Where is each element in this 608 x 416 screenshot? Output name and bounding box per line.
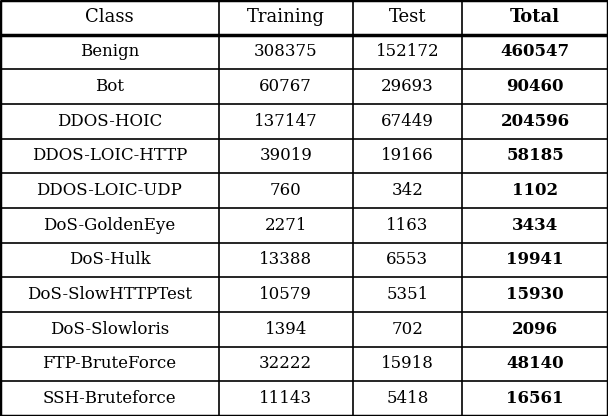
Text: 19941: 19941 <box>506 252 564 268</box>
Text: 39019: 39019 <box>260 148 312 164</box>
Text: 1102: 1102 <box>512 182 558 199</box>
Text: 137147: 137147 <box>254 113 317 130</box>
Text: 6553: 6553 <box>386 252 429 268</box>
Text: DoS-GoldenEye: DoS-GoldenEye <box>43 217 176 234</box>
Text: 67449: 67449 <box>381 113 434 130</box>
Text: 204596: 204596 <box>500 113 570 130</box>
Text: DDOS-LOIC-HTTP: DDOS-LOIC-HTTP <box>32 148 187 164</box>
Text: SSH-Bruteforce: SSH-Bruteforce <box>43 390 176 407</box>
Text: DDOS-LOIC-UDP: DDOS-LOIC-UDP <box>36 182 182 199</box>
Text: DDOS-HOIC: DDOS-HOIC <box>57 113 162 130</box>
Text: 152172: 152172 <box>376 44 439 60</box>
Text: 5418: 5418 <box>386 390 429 407</box>
Text: Bot: Bot <box>95 78 124 95</box>
Text: 1163: 1163 <box>386 217 429 234</box>
Text: 702: 702 <box>392 321 423 338</box>
Text: 15930: 15930 <box>506 286 564 303</box>
Text: 11143: 11143 <box>259 390 313 407</box>
Text: DoS-SlowHTTPTest: DoS-SlowHTTPTest <box>27 286 192 303</box>
Text: 2271: 2271 <box>264 217 307 234</box>
Text: 2096: 2096 <box>512 321 558 338</box>
Text: 5351: 5351 <box>386 286 429 303</box>
Text: 460547: 460547 <box>500 44 570 60</box>
Text: 16561: 16561 <box>506 390 564 407</box>
Text: 29693: 29693 <box>381 78 434 95</box>
Text: 19166: 19166 <box>381 148 434 164</box>
Text: 13388: 13388 <box>259 252 313 268</box>
Text: 58185: 58185 <box>506 148 564 164</box>
Text: Training: Training <box>247 8 325 26</box>
Text: 32222: 32222 <box>259 356 313 372</box>
Text: 10579: 10579 <box>260 286 312 303</box>
Text: Class: Class <box>85 8 134 26</box>
Text: 48140: 48140 <box>506 356 564 372</box>
Text: 1394: 1394 <box>264 321 307 338</box>
Text: Test: Test <box>389 8 426 26</box>
Text: 60767: 60767 <box>260 78 312 95</box>
Text: FTP-BruteForce: FTP-BruteForce <box>43 356 176 372</box>
Text: Benign: Benign <box>80 44 139 60</box>
Text: 342: 342 <box>392 182 423 199</box>
Text: DoS-Slowloris: DoS-Slowloris <box>50 321 169 338</box>
Text: DoS-Hulk: DoS-Hulk <box>69 252 150 268</box>
Text: 15918: 15918 <box>381 356 434 372</box>
Text: 760: 760 <box>270 182 302 199</box>
Text: 3434: 3434 <box>512 217 558 234</box>
Text: 90460: 90460 <box>506 78 564 95</box>
Text: Total: Total <box>510 8 560 26</box>
Text: 308375: 308375 <box>254 44 317 60</box>
